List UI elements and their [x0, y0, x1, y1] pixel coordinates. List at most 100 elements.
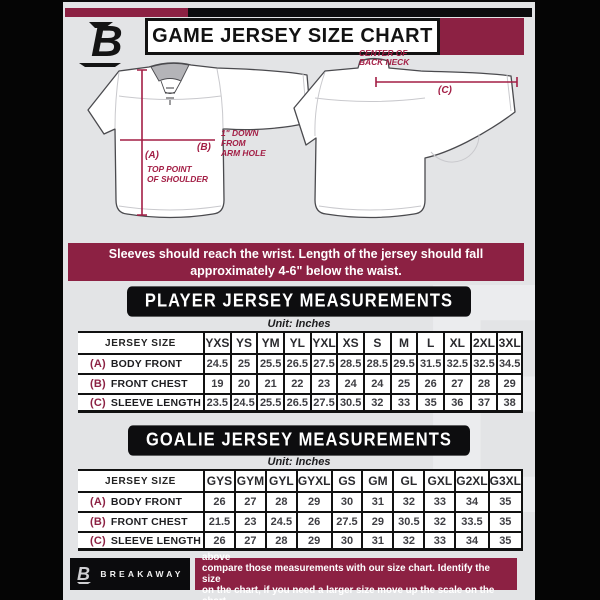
measurement-cell: 29: [295, 531, 331, 551]
measurement-cell: 24: [336, 373, 363, 393]
measurement-cell: 32: [392, 491, 424, 511]
measurement-cell: 29.5: [389, 353, 417, 373]
size-column-header: GXL: [423, 469, 455, 491]
measurement-cell: 25: [389, 373, 417, 393]
title-accent-block: [440, 18, 524, 55]
size-column-header: XL: [442, 331, 470, 353]
measurement-cell: 36: [442, 393, 470, 413]
measurement-cell: 31.5: [416, 353, 443, 373]
measurement-cell: 26: [203, 491, 234, 511]
measurement-cell: 19: [203, 373, 230, 393]
measurement-cell: 28: [469, 373, 497, 393]
label-c: (C): [438, 85, 453, 96]
measurement-cell: 24.5: [264, 511, 296, 531]
player-size-table: JERSEY SIZE YXS YS YM YL YXL XS S M L XL 2XL 3XL (A) B…: [78, 331, 523, 413]
measurement-cell: 21: [256, 373, 283, 393]
top-edge-line: [63, 0, 535, 2]
measurement-cell: 22: [282, 373, 310, 393]
table-corner-label: JERSEY SIZE: [78, 469, 203, 491]
measurement-line-c: [375, 77, 518, 87]
size-column-header: S: [362, 331, 390, 353]
measurement-cell: 34.5: [496, 353, 523, 373]
measurement-cell: 30: [330, 531, 362, 551]
measurement-cell: 24: [362, 373, 390, 393]
row-label: (C) SLEEVE LENGTH: [78, 393, 203, 413]
size-column-header: GS: [330, 469, 362, 491]
measurement-cell: 20: [229, 373, 257, 393]
size-column-header: GYL: [264, 469, 296, 491]
page-title: GAME JERSEY SIZE CHART: [152, 25, 433, 47]
row-label: (C) SLEEVE LENGTH: [78, 531, 203, 551]
size-column-header: 2XL: [469, 331, 497, 353]
label-a: (A): [145, 150, 160, 161]
measurement-cell: 32: [362, 393, 390, 413]
size-column-header: XS: [336, 331, 363, 353]
label-a-desc-1: TOP POINT: [147, 164, 193, 174]
row-label: (A) BODY FRONT: [78, 353, 203, 373]
measurement-cell: 34: [454, 531, 488, 551]
back-jersey-diagram: [293, 57, 516, 219]
measurement-cell: 29: [496, 373, 523, 393]
measurement-cell: 29: [361, 511, 393, 531]
measurement-line-a: [137, 69, 147, 216]
label-b: (B): [197, 142, 212, 153]
fit-notice-line-2: approximately 4-6" below the waist.: [190, 264, 402, 278]
size-column-header: L: [416, 331, 443, 353]
goalie-unit-label: Unit: Inches: [267, 456, 331, 468]
label-c-desc-2: BACK NECK: [359, 57, 410, 67]
row-label: (B) FRONT CHEST: [78, 373, 203, 393]
size-column-header: GYM: [233, 469, 265, 491]
measurement-cell: 33: [389, 393, 417, 413]
label-b-desc-3: ARM HOLE: [220, 148, 266, 158]
measurement-cell: 31: [361, 531, 393, 551]
size-column-header: YM: [256, 331, 283, 353]
measurement-cell: 26.5: [282, 353, 310, 373]
measurement-cell: 38: [496, 393, 523, 413]
measurement-cell: 26: [295, 511, 331, 531]
measurement-cell: 28: [264, 491, 296, 511]
size-column-header: 3XL: [496, 331, 523, 353]
fit-notice-banner: Sleeves should reach the wrist. Length o…: [68, 243, 524, 281]
measurement-cell: 27: [233, 531, 265, 551]
measurement-cell: 30.5: [336, 393, 363, 413]
measurement-cell: 24.5: [203, 353, 230, 373]
row-key: (B): [90, 378, 106, 390]
footer-instructions-line-3: on the chart, if you need a larger size …: [202, 585, 495, 600]
breakaway-footer-logo-icon: B: [77, 564, 92, 584]
measurement-cell: 23: [233, 511, 265, 531]
label-a-desc-2: OF SHOULDER: [147, 174, 208, 184]
measurement-cell: 29: [295, 491, 331, 511]
measurement-cell: 27.5: [330, 511, 362, 531]
label-c-desc-1: CENTER OF: [359, 48, 408, 58]
footer-instructions: Take the measurements from last seasons …: [195, 541, 517, 600]
size-column-header: GYS: [203, 469, 234, 491]
measurement-cell: 27: [233, 491, 265, 511]
measurement-cell: 30: [330, 491, 362, 511]
row-key: (A): [90, 496, 106, 508]
label-b-desc-1: 1" DOWN: [221, 128, 259, 138]
size-column-header: G3XL: [487, 469, 523, 491]
measurement-cell: 31: [361, 491, 393, 511]
svg-text:B: B: [77, 564, 90, 584]
goalie-size-table: JERSEY SIZE GYS GYM GYL GYXL GS GM GL GXL G2XL G3X…: [78, 469, 523, 551]
breakaway-logo-icon: B: [79, 17, 123, 67]
measurement-cell: 35: [487, 491, 523, 511]
size-column-header: GL: [392, 469, 424, 491]
measurement-cell: 33: [423, 531, 455, 551]
size-column-header: M: [389, 331, 417, 353]
measurement-cell: 27: [442, 373, 470, 393]
size-column-header: YXS: [203, 331, 230, 353]
measurement-cell: 37: [469, 393, 497, 413]
measurement-cell: 28.5: [336, 353, 363, 373]
measurement-cell: 26: [203, 531, 234, 551]
header-accent-bar: [65, 8, 532, 17]
measurement-cell: 28.5: [362, 353, 390, 373]
measurement-cell: 35: [487, 511, 523, 531]
size-column-header: YXL: [309, 331, 337, 353]
measurement-cell: 35: [416, 393, 443, 413]
goalie-section-title: GOALIE JERSEY MEASUREMENTS: [127, 425, 471, 456]
footer-brand-name: BREAKAWAY: [100, 569, 184, 579]
measurement-cell: 25.5: [256, 353, 283, 373]
measurement-cell: 25.5: [256, 393, 283, 413]
